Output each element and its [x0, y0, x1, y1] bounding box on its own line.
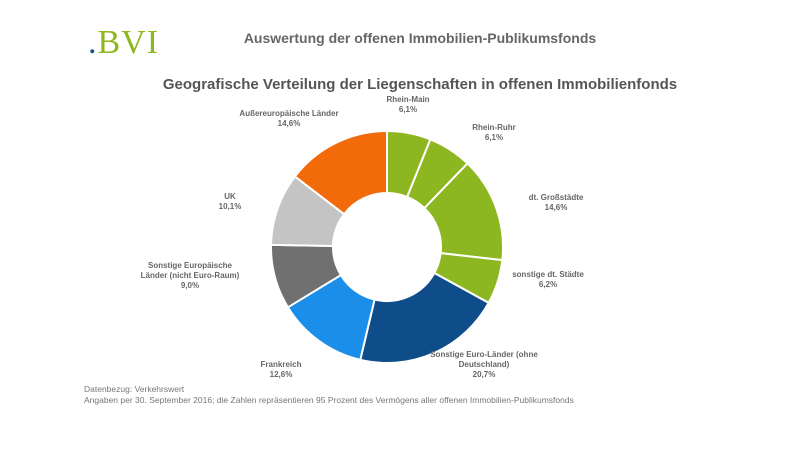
footnote-source: Datenbezug: Verkehrswert	[84, 384, 185, 394]
slice-label-line: Rhein-Ruhr	[472, 123, 516, 132]
slice-label-5: Frankreich 12,6%	[261, 360, 302, 379]
slice-label-line: Sonstige Euro-Länder (ohne	[430, 350, 538, 359]
slice-label-line: 6,2%	[539, 280, 557, 289]
slice-4	[359, 271, 491, 364]
slice-label-line: 14,6%	[278, 119, 301, 128]
logo-text: BVI	[97, 24, 160, 61]
donut-slices	[270, 129, 504, 364]
slice-label-line: 14,6%	[545, 203, 568, 212]
slice-label-line: 12,6%	[270, 370, 293, 379]
slice-label-8: Außereuropäische Länder 14,6%	[239, 109, 338, 128]
slice-label-0: Rhein-Main 6,1%	[386, 95, 429, 114]
slice-label-2: dt. Großstädte 14,6%	[529, 193, 584, 212]
slice-label-line: UK	[224, 192, 236, 201]
chart-title: Geografische Verteilung der Liegenschaft…	[162, 76, 678, 93]
slice-label-6: Sonstige Europäische Länder (nicht Euro-R…	[141, 261, 240, 290]
logo-dot: .	[88, 24, 98, 61]
slice-8	[293, 129, 388, 216]
slice-label-line: Deutschland)	[459, 360, 510, 369]
slice-label-7: UK 10,1%	[219, 192, 242, 211]
slice-label-line: 10,1%	[219, 202, 242, 211]
slice-label-line: dt. Großstädte	[529, 193, 584, 202]
slice-label-line: Sonstige Europäische	[148, 261, 233, 270]
bvi-logo: .BVI	[88, 26, 159, 60]
slice-label-line: Frankreich	[261, 360, 302, 369]
slice-label-line: 20,7%	[473, 370, 496, 379]
slice-label-line: Außereuropäische Länder	[239, 109, 338, 118]
slice-label-line: 6,1%	[399, 105, 417, 114]
footnote-date: Angaben per 30. September 2016; die Zahl…	[84, 395, 574, 405]
slice-label-3: sonstige dt. Städte 6,2%	[512, 270, 584, 289]
slice-label-line: 6,1%	[485, 133, 503, 142]
slice-label-4: Sonstige Euro-Länder (ohne Deutschland) 20…	[430, 350, 538, 379]
slice-label-1: Rhein-Ruhr 6,1%	[472, 123, 516, 142]
slice-label-line: Rhein-Main	[386, 95, 429, 104]
slice-label-line: Länder (nicht Euro-Raum)	[141, 271, 240, 280]
header-title: Auswertung der offenen Immobilien-Publik…	[243, 30, 597, 46]
slice-label-line: sonstige dt. Städte	[512, 270, 584, 279]
slice-labels: Rhein-Main 6,1%Rhein-Ruhr 6,1%dt. Großstäd…	[141, 95, 585, 379]
slice-label-line: 9,0%	[181, 281, 199, 290]
